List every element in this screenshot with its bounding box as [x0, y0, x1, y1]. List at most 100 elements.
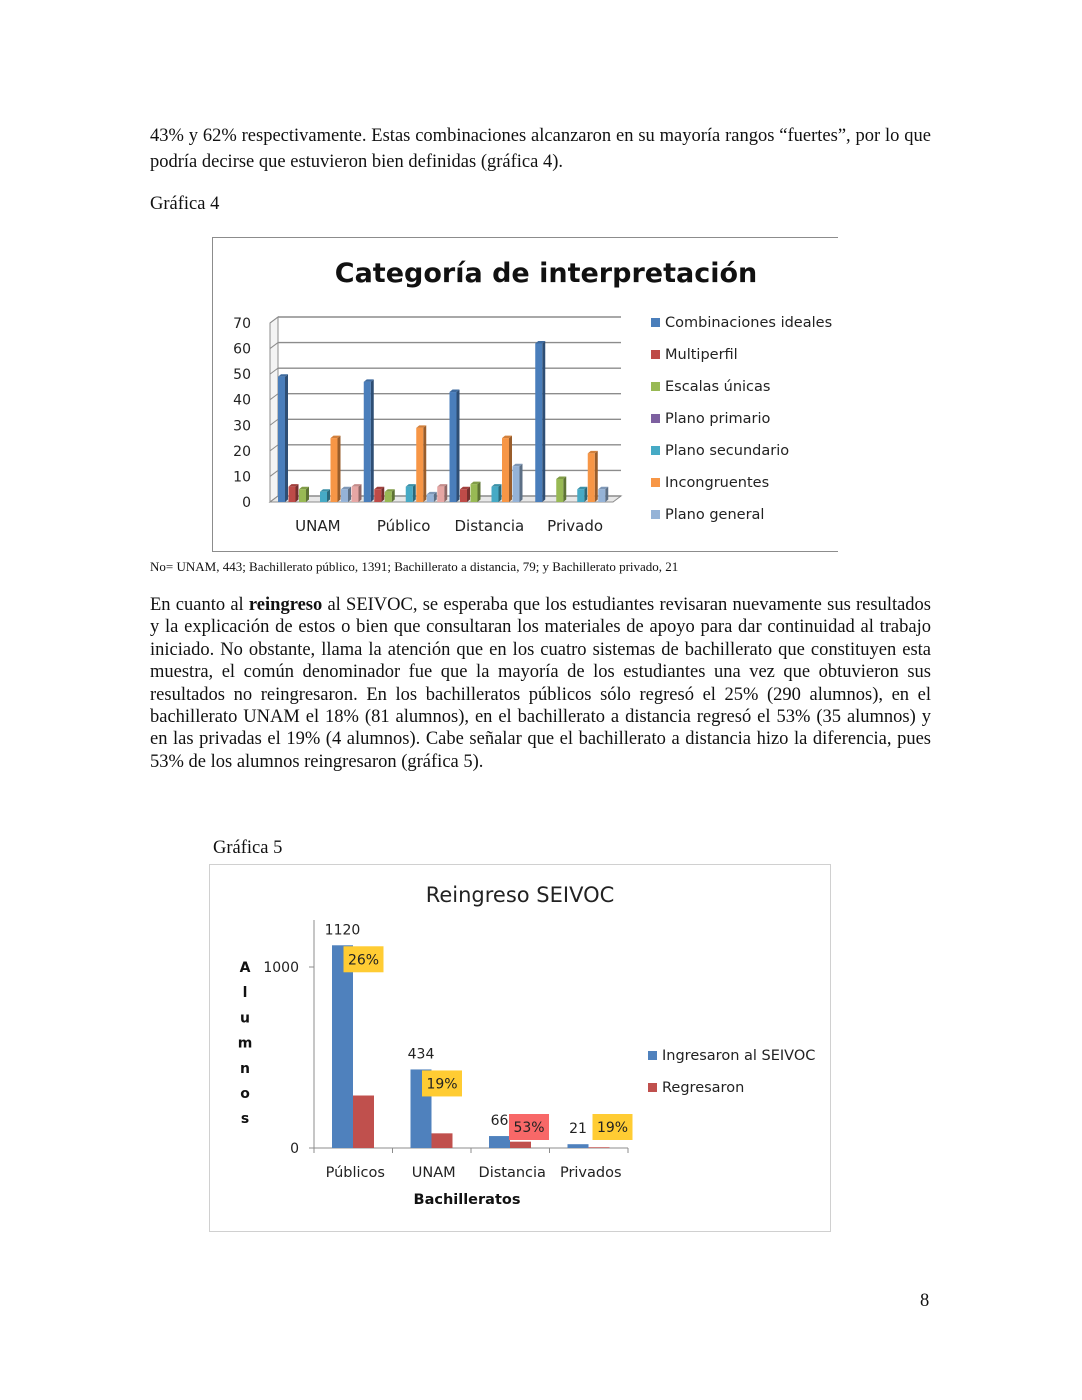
chart4-bar-top [330, 435, 341, 439]
chart4-legend-swatch [651, 478, 660, 487]
chart4-legend-swatch [651, 510, 660, 519]
chart4-gridline-diag [269, 470, 279, 477]
chart5-y-tick-label: 0 [290, 1141, 299, 1157]
chart5-data-label-regresaron: 19% [426, 1076, 457, 1092]
chart5-data-label-regresaron: 19% [597, 1120, 628, 1136]
chart4-bar-top [449, 389, 460, 393]
chart4-gridline-diag [269, 367, 279, 375]
chart4-gridline-diag [269, 393, 279, 401]
chart4-bar [470, 484, 478, 502]
chart5-bar-regresaron [431, 1133, 453, 1148]
chart4-bar-top [491, 484, 502, 487]
chart4-bar-side [381, 486, 385, 502]
reingreso-text-start: En cuanto al [150, 595, 249, 615]
chart4-bar [512, 466, 520, 502]
figure4-caption: Gráfica 4 [150, 194, 220, 214]
chart5-data-label-ingresaron: 1120 [325, 922, 361, 938]
chart5-legend-swatch [648, 1051, 657, 1060]
chart4-bar-top [384, 489, 395, 492]
chart4-gridline-diag [269, 316, 279, 324]
chart4-bar [449, 392, 457, 502]
chart4-bar-top [320, 489, 330, 492]
chart4-legend-label: Plano secundario [665, 443, 789, 459]
chart5-x-tick-label: Distancia [479, 1165, 546, 1181]
chart4-bar-side [337, 435, 341, 502]
chart4-legend-label: Incongruentes [665, 475, 769, 491]
chart4-side-wall [269, 316, 279, 503]
chart5-x-tick-label: Privados [560, 1165, 622, 1181]
chart4-gridline-diag [269, 418, 279, 426]
chart5-data-label-bg [509, 1114, 549, 1140]
chart5-y-label-letter: m [238, 1036, 253, 1052]
chart4-bar [556, 478, 564, 502]
chart4-bar [587, 453, 595, 502]
chart4-bar-side [306, 486, 309, 502]
chart5-data-label-ingresaron: 66 [491, 1113, 509, 1129]
chart4-bar [416, 427, 424, 502]
chart4-bar-top [405, 484, 416, 487]
chart4-legend-swatch [651, 318, 660, 327]
intro-paragraph: 43% y 62% respectivamente. Estas combina… [150, 126, 931, 172]
chart4-bar-top [374, 486, 385, 490]
chart4-bar-top [512, 463, 523, 467]
chart5-legend-label: Ingresaron al SEIVOC [662, 1048, 815, 1064]
chart4-bar-side [444, 484, 448, 502]
chart5-y-label-letter: o [240, 1086, 250, 1102]
chart4-legend-label: Combinaciones ideales [665, 315, 832, 331]
chart4-legend-swatch [651, 446, 660, 455]
chart5-y-label-letter: A [240, 960, 251, 976]
chart4-bar-side [467, 486, 470, 502]
chart4-y-tick-label: 40 [233, 393, 251, 409]
chart4-x-tick-label: Privado [547, 517, 603, 535]
chart4-bar-top [363, 379, 374, 382]
figure4-note: No= UNAM, 443; Bachillerato público, 139… [150, 559, 679, 574]
chart4-bar-top [426, 491, 437, 495]
chart4-bar-side [563, 476, 567, 502]
chart5-x-tick-label: UNAM [412, 1165, 456, 1181]
chart4-bar-side [509, 435, 512, 502]
chart4-legend-label: Plano general [665, 507, 764, 523]
chart4-bar-side [412, 484, 416, 502]
chart4-x-tick-label: UNAM [295, 517, 340, 535]
figure5-caption: Gráfica 5 [213, 838, 283, 858]
chart4-bar-side [594, 450, 598, 502]
chart4-bar-top [502, 435, 512, 439]
chart5-data-label-bg [592, 1114, 633, 1140]
chart5-bar-ingresaron [567, 1144, 589, 1148]
chart4-x-tick-label: Público [377, 517, 431, 535]
chart4-bar [502, 438, 509, 502]
reingreso-text-rest: al SEIVOC, se esperaba que los estudiant… [150, 595, 932, 772]
chart4-bar [491, 486, 499, 502]
chart4-bar [405, 486, 413, 502]
chart4-bar [384, 491, 392, 502]
chart4-y-tick-label: 0 [242, 495, 251, 511]
figure4-chart-svg: Categoría de interpretación 0 10 20 30 40 50 60… [233, 258, 832, 535]
chart4-bar [437, 486, 445, 502]
chart4-bar-side [542, 340, 546, 502]
chart5-y-label-letter: l [243, 985, 248, 1001]
chart4-bar-side [358, 484, 362, 502]
chart4-bar-side [370, 379, 374, 502]
chart4-bar [330, 438, 338, 502]
chart4-legend-label: Plano primario [665, 411, 771, 427]
chart5-y-tick-label: 1000 [263, 960, 299, 976]
chart4-y-tick-label: 70 [233, 316, 251, 332]
chart4-bar-top [470, 481, 481, 485]
chart4-bar [299, 489, 306, 502]
chart4-legend-swatch [651, 382, 660, 391]
chart4-bar-side [433, 491, 437, 502]
chart4-title: Categoría de interpretación [335, 258, 757, 289]
chart4-bar-side [456, 389, 460, 502]
chart4-bar-side [584, 486, 588, 502]
chart4-bar [460, 489, 467, 502]
chart4-bar-top [278, 374, 288, 377]
chart5-x-tick-label: Públicos [326, 1165, 385, 1181]
chart4-bar-top [535, 340, 546, 344]
chart5-x-axis-title: Bachilleratos [414, 1192, 521, 1208]
chart4-bar-top [351, 484, 362, 487]
chart4-bar-side [498, 484, 502, 502]
chart4-x-tick-label: Distancia [455, 517, 525, 535]
chart4-bar-top [587, 450, 598, 454]
chart5-title: Reingreso SEIVOC [426, 883, 615, 907]
